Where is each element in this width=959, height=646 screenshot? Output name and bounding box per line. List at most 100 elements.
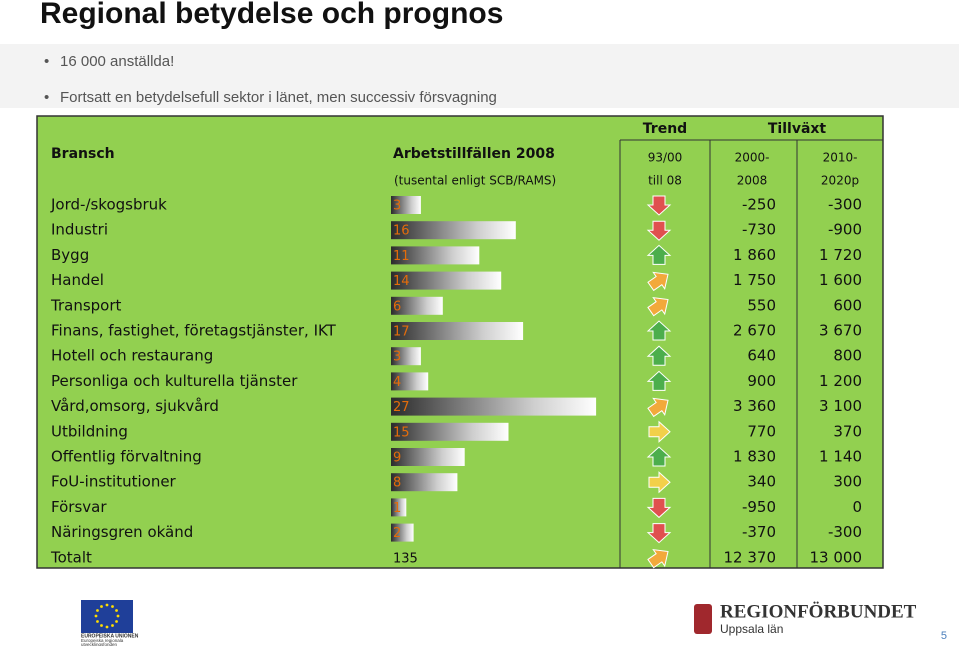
header: 2008: [737, 174, 768, 188]
star: [105, 625, 109, 629]
header: Bransch: [51, 146, 115, 162]
jobs-value: 6: [393, 299, 401, 314]
sector-name: Näringsgren okänd: [51, 523, 193, 541]
header: Arbetstillfällen 2008: [393, 146, 555, 162]
sector-name: Försvar: [51, 498, 107, 516]
growth-2010-2020: -300: [828, 523, 862, 541]
growth-2010-2020: -900: [828, 221, 862, 239]
jobs-value: 27: [393, 400, 410, 415]
growth-2000-2008: 1 860: [733, 246, 776, 264]
table-box: [36, 115, 884, 569]
growth-2000-2008: 340: [747, 473, 776, 491]
jobs-value: 11: [393, 249, 410, 264]
jobs-value: 135: [393, 551, 418, 566]
growth-2000-2008: 1 830: [733, 448, 776, 466]
jobs-value: 15: [393, 425, 410, 440]
growth-2010-2020: 0: [852, 498, 862, 516]
bullet: Fortsatt en betydelsefull sektor i länet…: [60, 89, 497, 106]
sector-name: Hotell och restaurang: [51, 347, 213, 365]
growth-2010-2020: 1 200: [819, 372, 862, 390]
sector-name: Industri: [51, 221, 108, 239]
bullet-dot: •: [44, 89, 49, 106]
sector-name: Bygg: [51, 246, 89, 264]
growth-2000-2008: 3 360: [733, 397, 776, 415]
jobs-bar: [391, 473, 458, 492]
growth-2010-2020: 800: [833, 347, 862, 365]
growth-2000-2008: 770: [747, 422, 776, 440]
jobs-bar: [391, 322, 524, 340]
jobs-value: 14: [393, 274, 410, 289]
growth-2010-2020: 1 140: [819, 448, 862, 466]
jobs-value: 17: [393, 325, 410, 340]
slide-title: Regional betydelse och prognos: [40, 0, 503, 30]
jobs-value: 1: [393, 501, 401, 516]
jobs-bar: [391, 221, 516, 240]
jobs-bar: [391, 422, 509, 441]
growth-2010-2020: 13 000: [810, 548, 863, 566]
trend-arrow: [646, 497, 672, 519]
trend-arrow: [647, 397, 669, 418]
jobs-bar: [391, 347, 421, 366]
jobs-bar: [391, 498, 407, 517]
growth-2010-2020: -300: [828, 196, 862, 214]
growth-2010-2020: 3 670: [819, 322, 862, 340]
star: [115, 609, 118, 612]
sector-name: Transport: [50, 296, 122, 314]
jobs-value: 3: [393, 350, 401, 365]
bullet-dot: •: [44, 53, 49, 70]
growth-2000-2008: -370: [742, 523, 776, 541]
org-name: REGIONFÖRBUNDET: [720, 601, 917, 622]
growth-2000-2008: 550: [747, 296, 776, 314]
eu-stars: [94, 603, 120, 629]
header: 93/00: [648, 151, 683, 165]
star: [96, 620, 99, 623]
star: [111, 624, 114, 627]
jobs-bar: [391, 397, 597, 416]
trend-arrow: [646, 320, 672, 341]
sector-name: Personliga och kulturella tjänster: [51, 372, 298, 390]
jobs-bar: [391, 523, 414, 542]
jobs-bar: [391, 271, 502, 290]
header: Tillväxt: [768, 121, 827, 137]
jobs-value: 9: [393, 451, 401, 466]
trend-arrow: [646, 345, 672, 366]
trend-arrow: [648, 420, 671, 443]
header-note: (tusental enligt SCB/RAMS): [394, 174, 556, 188]
trend-arrow: [646, 523, 672, 544]
eu-text: utvecklingsfonden: [81, 642, 118, 646]
growth-2000-2008: 12 370: [724, 548, 777, 566]
growth-2000-2008: 900: [747, 372, 776, 390]
trend-arrow: [646, 370, 672, 391]
growth-2010-2020: 1 600: [819, 271, 862, 289]
trend-arrow: [648, 471, 671, 494]
eu-text: Europeiska regionala: [81, 638, 124, 643]
growth-2000-2008: 1 750: [733, 271, 776, 289]
page-number: 5: [941, 630, 947, 642]
growth-2010-2020: 3 100: [819, 397, 862, 415]
growth-2000-2008: 640: [747, 347, 776, 365]
org-sub: Uppsala län: [720, 622, 783, 636]
star: [105, 603, 109, 607]
trend-arrow: [646, 220, 672, 241]
star: [115, 620, 118, 623]
trend-arrow: [647, 548, 669, 569]
trend-arrow: [646, 195, 672, 216]
growth-2010-2020: 300: [833, 473, 862, 491]
bullet: 16 000 anställda!: [60, 53, 174, 70]
star: [94, 614, 98, 618]
trend-arrow: [646, 244, 672, 265]
growth-2010-2020: 1 720: [819, 246, 862, 264]
star: [96, 609, 99, 612]
jobs-value: 2: [393, 526, 401, 541]
header: Trend: [643, 121, 687, 137]
sector-name: Finans, fastighet, företagstjänster, IKT: [51, 322, 337, 340]
jobs-bar: [391, 196, 421, 214]
header: 2010-: [823, 151, 858, 165]
trend-arrow: [647, 296, 669, 317]
growth-2000-2008: 2 670: [733, 322, 776, 340]
sector-name: Offentlig förvaltning: [51, 448, 202, 466]
sector-name: Vård,omsorg, sjukvård: [51, 397, 219, 415]
star: [111, 605, 114, 608]
trend-arrow: [647, 271, 669, 292]
